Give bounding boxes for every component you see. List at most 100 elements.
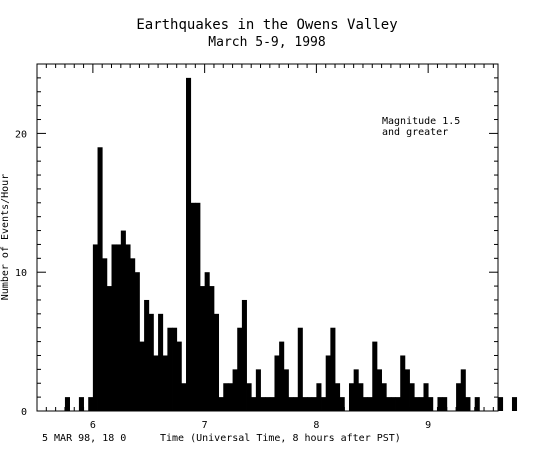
bar — [172, 327, 178, 411]
bar — [92, 244, 98, 411]
bar — [269, 397, 275, 411]
bar — [409, 383, 415, 411]
bar — [186, 77, 192, 411]
bar — [367, 397, 373, 411]
bar — [181, 383, 187, 411]
bar — [325, 355, 331, 411]
bar — [190, 202, 196, 411]
bar — [311, 397, 317, 411]
bar — [400, 355, 406, 411]
bar — [353, 369, 359, 411]
bar — [460, 369, 466, 411]
chart-subtitle: March 5-9, 1998 — [208, 35, 325, 50]
y-tick-label: 10 — [15, 268, 27, 279]
bar — [418, 397, 424, 411]
bar — [241, 299, 247, 411]
bar — [64, 397, 70, 411]
bar — [381, 383, 387, 411]
bar — [348, 383, 355, 411]
bar — [321, 397, 327, 411]
bar — [167, 327, 173, 411]
bar — [302, 397, 308, 411]
bar — [390, 397, 396, 411]
x-tick-labels: 6 7 8 9 — [90, 420, 431, 431]
bar — [106, 286, 112, 411]
bar — [102, 258, 108, 411]
bar — [237, 327, 243, 411]
bar — [362, 397, 369, 411]
bar — [358, 383, 364, 411]
bar — [288, 397, 294, 411]
y-tick-labels: 0 10 20 — [15, 129, 27, 418]
bar — [125, 244, 131, 411]
x-tick-label: 7 — [202, 420, 208, 431]
y-axis-label: Number of Events/Hour — [0, 174, 11, 300]
bar — [260, 397, 266, 411]
y-tick-label: 20 — [15, 129, 27, 140]
bar — [428, 397, 434, 411]
bar — [204, 272, 210, 411]
bar — [120, 230, 126, 411]
bar — [423, 383, 429, 411]
bar — [88, 397, 94, 411]
bar — [223, 383, 229, 411]
bar — [199, 286, 206, 411]
bar — [265, 397, 271, 411]
bar — [437, 397, 443, 411]
bar — [176, 341, 182, 411]
bar — [144, 299, 150, 411]
bar — [111, 244, 117, 411]
x-tick-label: 8 — [313, 420, 319, 431]
bar — [162, 355, 168, 411]
bar — [134, 272, 140, 411]
bar — [116, 244, 122, 411]
bar — [213, 313, 220, 411]
bar — [372, 341, 378, 411]
magnitude-annotation-line-2: and greater — [382, 127, 448, 138]
bar — [246, 383, 252, 411]
bar-series — [64, 77, 518, 411]
bar — [139, 341, 145, 411]
bar — [307, 397, 313, 411]
bar — [78, 397, 84, 411]
bar — [335, 383, 341, 411]
bar — [218, 397, 224, 411]
magnitude-annotation-line-1: Magnitude 1.5 — [382, 116, 460, 127]
x-tick-label: 6 — [90, 420, 96, 431]
bar — [130, 258, 136, 411]
plot-frame — [36, 63, 499, 412]
bar — [316, 383, 322, 411]
bar — [97, 147, 103, 411]
bar — [283, 369, 289, 411]
bar — [195, 202, 201, 411]
bar — [158, 313, 164, 411]
bar — [339, 397, 345, 411]
bar — [498, 397, 504, 411]
bar — [456, 383, 462, 411]
bar — [209, 286, 215, 411]
bar — [227, 383, 233, 411]
bar — [251, 397, 257, 411]
bar — [395, 397, 401, 411]
bar — [414, 397, 420, 411]
bar — [511, 397, 518, 411]
bar — [232, 369, 238, 411]
bar — [274, 355, 280, 411]
bar — [255, 369, 261, 411]
bar — [330, 327, 336, 411]
bar — [279, 341, 285, 411]
bar — [297, 327, 303, 411]
bar — [293, 397, 299, 411]
y-tick-label: 0 — [21, 407, 27, 418]
bar — [465, 397, 471, 411]
origin-label: 5 MAR 98, 18 0 — [42, 433, 126, 444]
bar — [376, 369, 382, 411]
bar — [153, 355, 159, 411]
bar — [404, 369, 410, 411]
x-axis-label: Time (Universal Time, 8 hours after PST) — [160, 433, 401, 444]
bar — [474, 397, 480, 411]
x-tick-label: 9 — [425, 420, 431, 431]
bar — [442, 397, 448, 411]
bar — [148, 313, 154, 411]
